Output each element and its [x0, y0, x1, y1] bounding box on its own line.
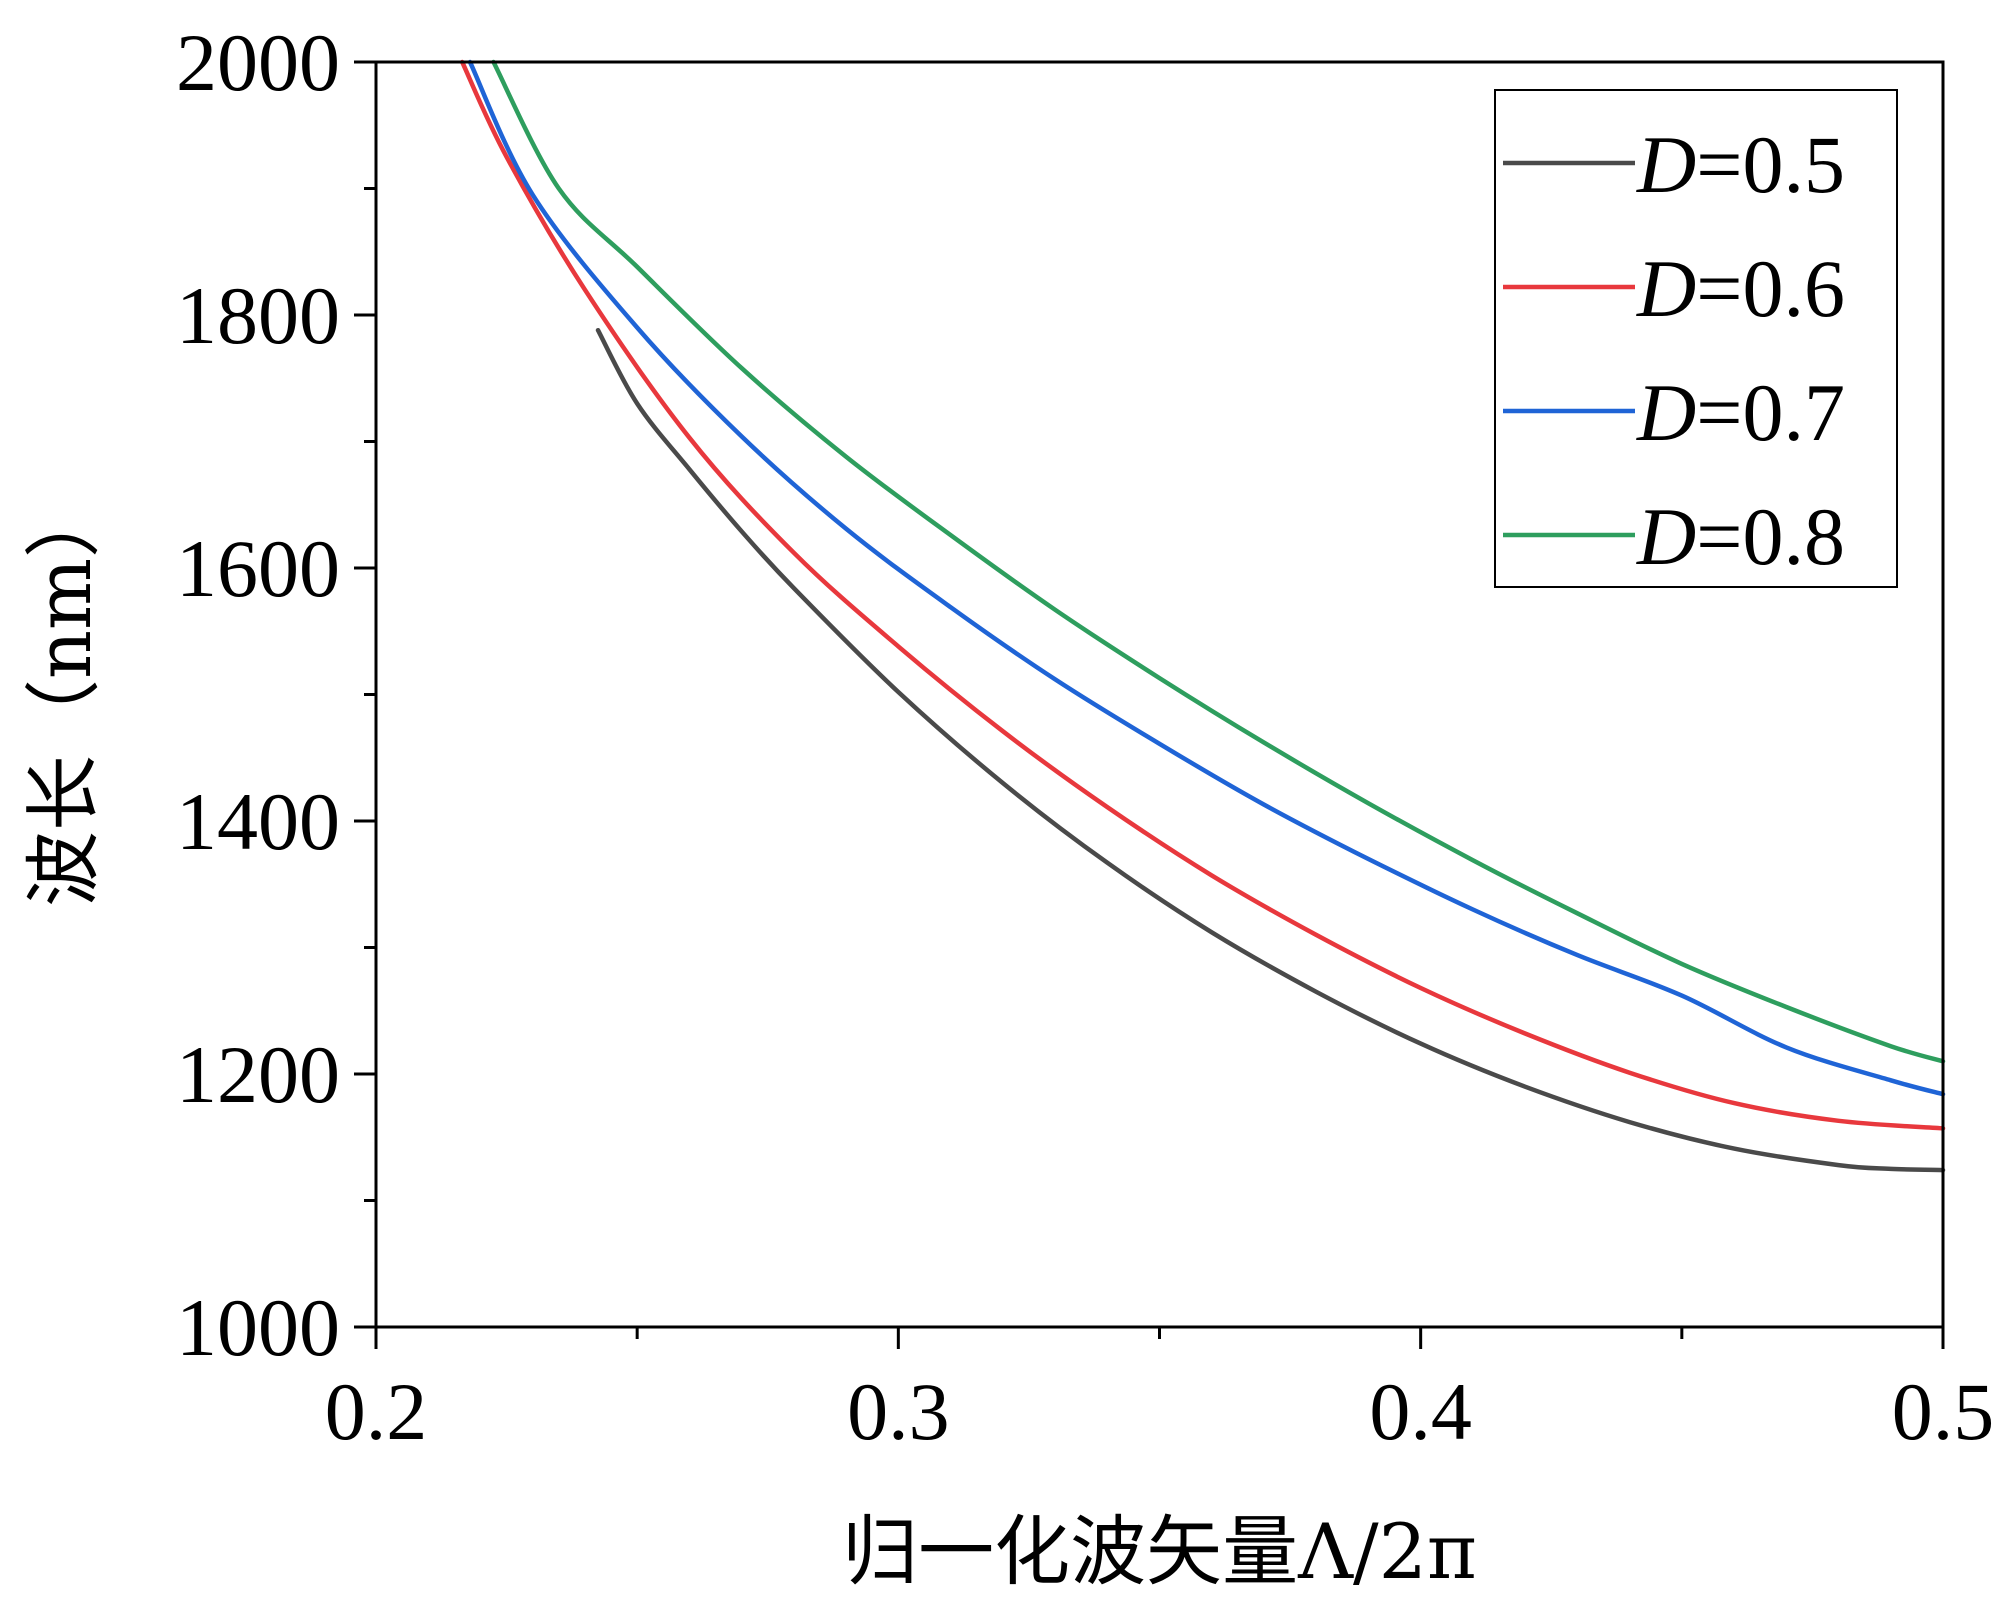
y-tick-label: 2000 [176, 17, 340, 108]
legend-label: D=0.8 [1636, 491, 1845, 582]
x-axis-title: 归一化波矢量Λ/2π [842, 1507, 1477, 1596]
legend-label: D=0.7 [1636, 367, 1845, 458]
legend-label: D=0.5 [1636, 119, 1845, 210]
y-tick-label: 1600 [176, 523, 340, 614]
y-tick-label: 1400 [176, 776, 340, 867]
x-tick-label: 0.5 [1892, 1366, 1995, 1457]
y-tick-label: 1200 [176, 1029, 340, 1120]
x-tick-label: 0.3 [847, 1366, 950, 1457]
series-line-2 [459, 59, 1946, 1131]
legend-label: D=0.6 [1636, 243, 1845, 334]
axes: 0.2 0.3 0.4 0.5 1000 1200 1400 1600 1800 2000 [176, 17, 1994, 1457]
legend-box [1494, 89, 1898, 588]
series-line-4 [491, 59, 1946, 1064]
x-tick-label: 0.4 [1369, 1366, 1472, 1457]
series-line-3 [467, 59, 1946, 1097]
y-axis-title: 波长（nm） [19, 482, 108, 907]
plot-area [459, 59, 1946, 1173]
y-tick-label: 1800 [176, 270, 340, 361]
y-tick-label: 1000 [176, 1282, 340, 1373]
x-tick-label: 0.2 [325, 1366, 428, 1457]
series-line-1 [595, 327, 1946, 1173]
legend: D=0.5 D=0.6 D=0.7 D=0.8 [1494, 89, 1898, 588]
